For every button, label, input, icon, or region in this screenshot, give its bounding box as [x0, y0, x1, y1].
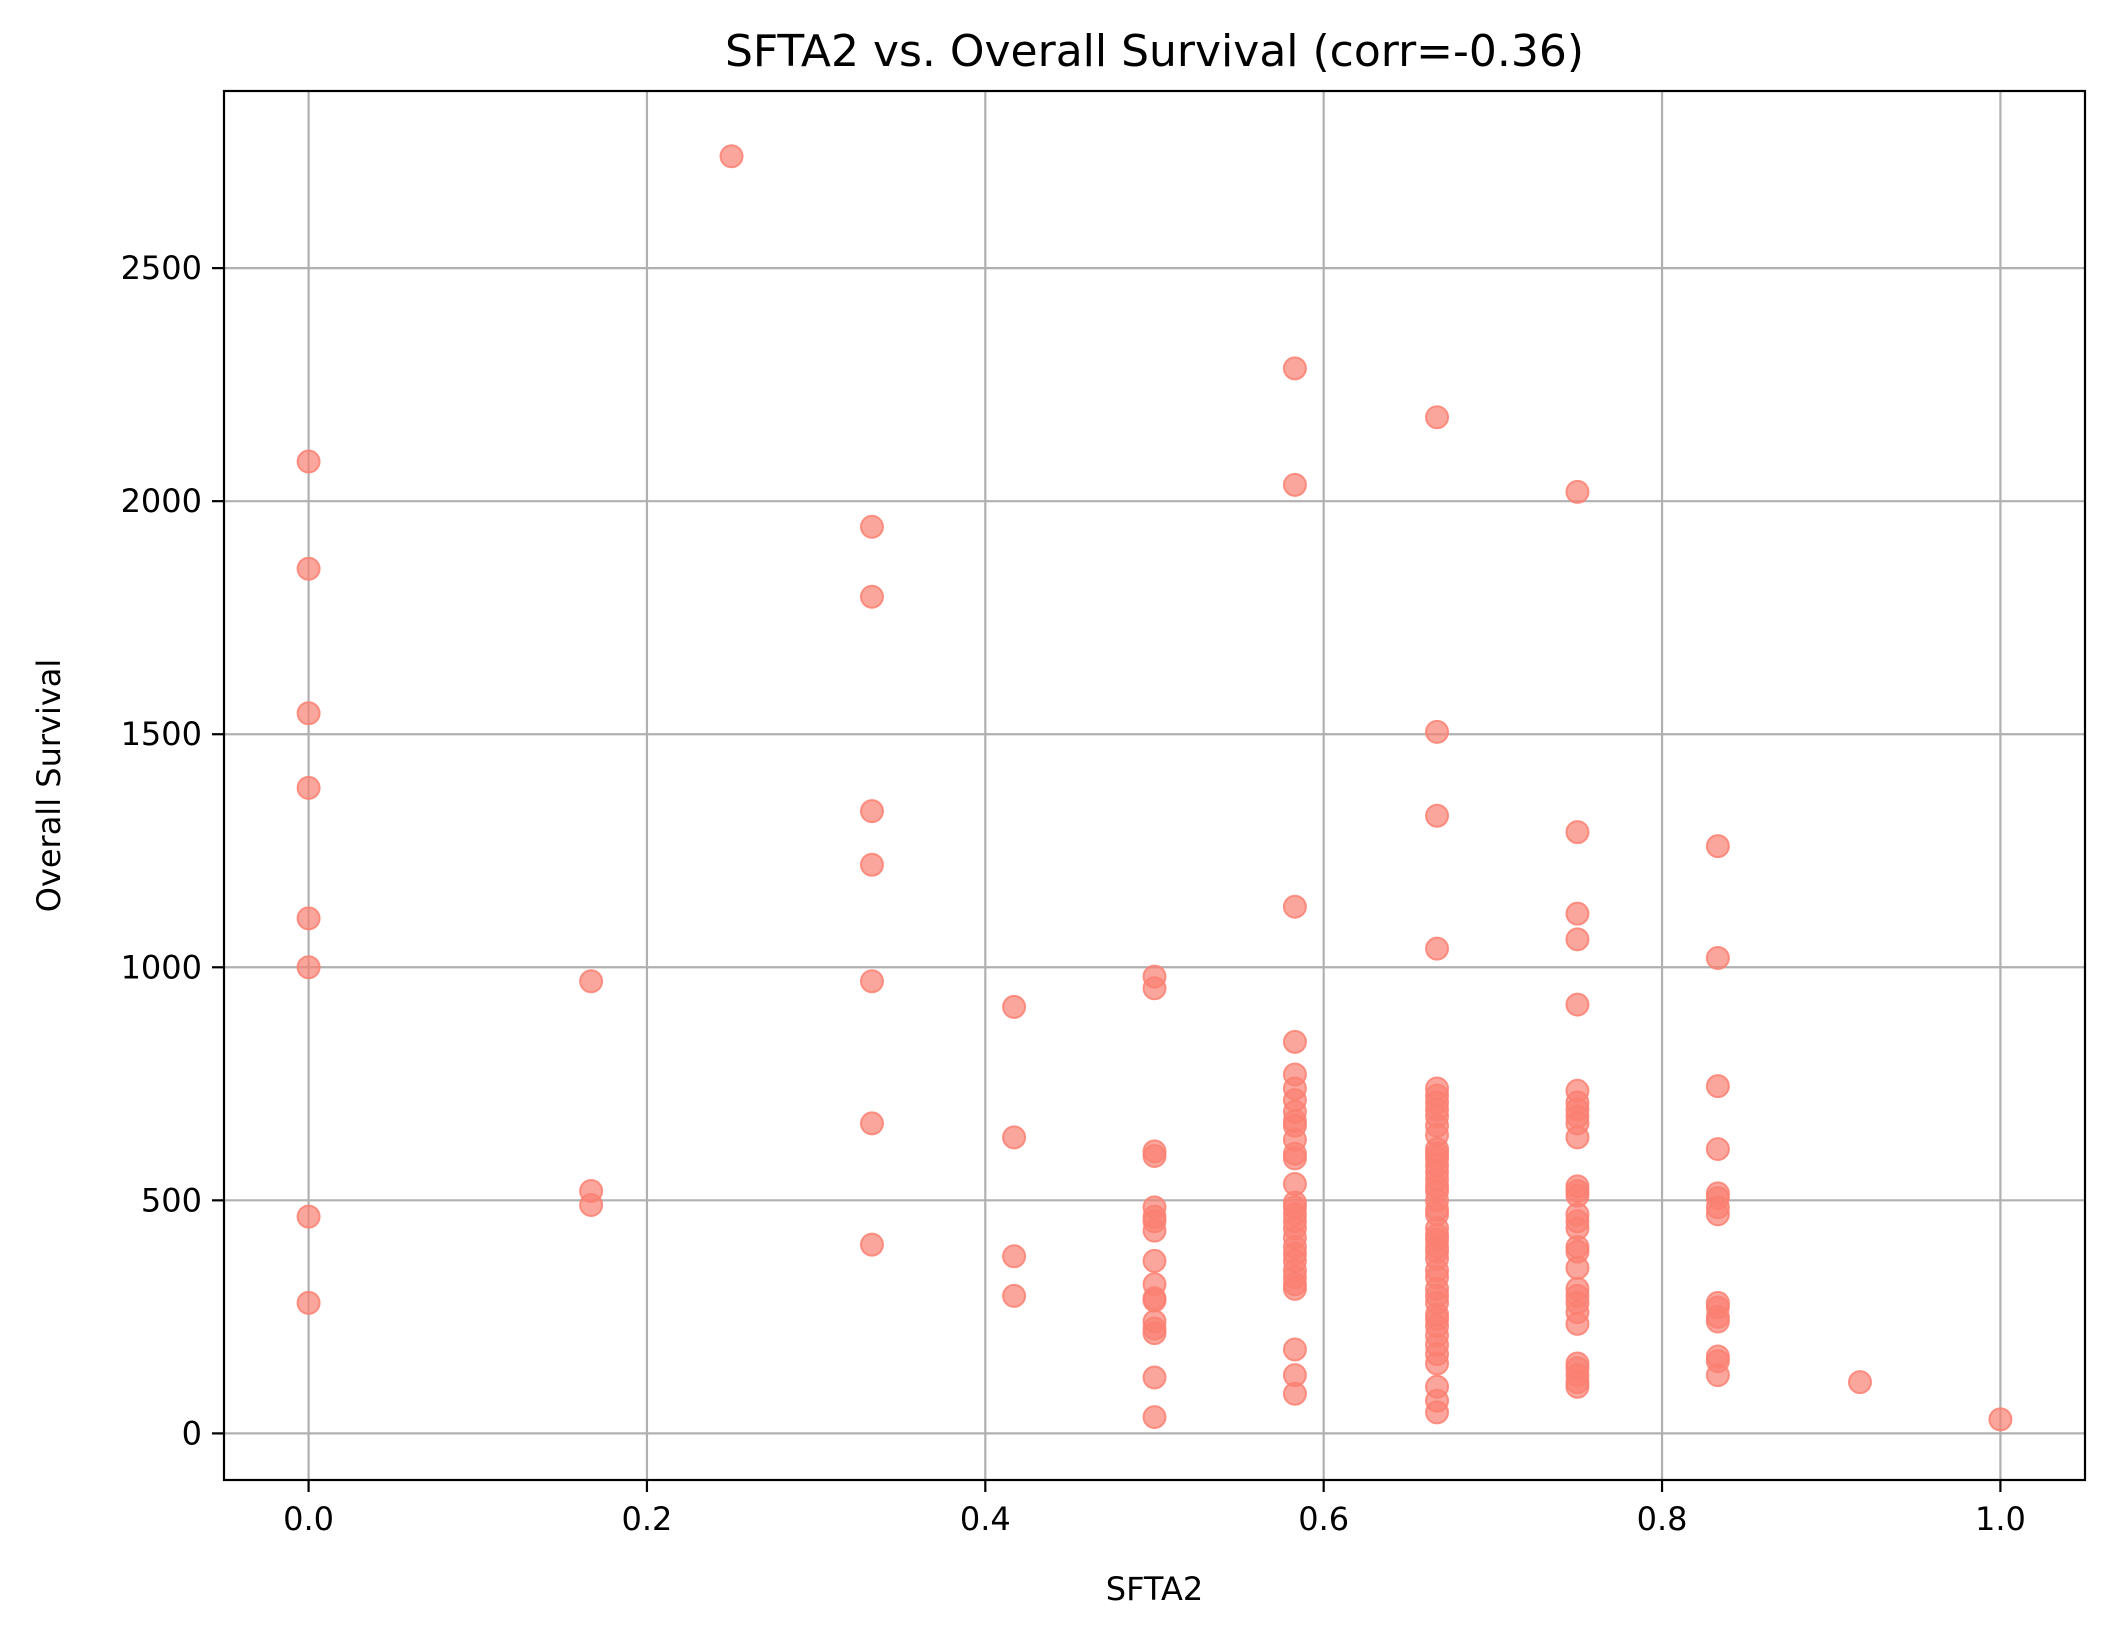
- chart-title: SFTA2 vs. Overall Survival (corr=-0.36): [725, 26, 1584, 77]
- scatter-point: [1565, 901, 1590, 926]
- scatter-point: [1425, 1400, 1450, 1425]
- plot-frame: [222, 89, 2087, 1482]
- scatter-point: [1565, 1255, 1590, 1280]
- scatter-point: [1565, 1125, 1590, 1150]
- scatter-point: [1282, 1146, 1307, 1171]
- x-tick-label: 0.4: [960, 1500, 1011, 1538]
- y-tick-label: 0: [182, 1414, 202, 1452]
- scatter-point: [859, 1232, 884, 1257]
- scatter-point: [1282, 1381, 1307, 1406]
- scatter-point: [1705, 1309, 1730, 1334]
- scatter-point: [859, 799, 884, 824]
- scatter-point: [1565, 1374, 1590, 1399]
- scatter-point: [1705, 1137, 1730, 1162]
- scatter-point: [1705, 945, 1730, 970]
- x-tick-label: 0.6: [1298, 1500, 1349, 1538]
- scatter-point: [1142, 1321, 1167, 1346]
- y-tick-label: 1000: [121, 948, 202, 986]
- scatter-point: [1282, 1276, 1307, 1301]
- scatter-point: [1002, 1283, 1027, 1308]
- scatter-point: [296, 906, 321, 931]
- scatter-point: [296, 449, 321, 474]
- scatter-point: [1705, 1363, 1730, 1388]
- scatter-point: [859, 514, 884, 539]
- scatter-point: [579, 969, 604, 994]
- y-tick-label: 2500: [121, 249, 202, 287]
- scatter-point: [1142, 1365, 1167, 1390]
- scatter-point: [296, 955, 321, 980]
- scatter-point: [296, 1204, 321, 1229]
- scatter-point: [1002, 994, 1027, 1019]
- scatter-point: [1425, 1351, 1450, 1376]
- scatter-point: [296, 775, 321, 800]
- scatter-point: [1705, 1202, 1730, 1227]
- scatter-point: [1425, 405, 1450, 430]
- scatter-point: [1282, 1029, 1307, 1054]
- scatter-point: [859, 1111, 884, 1136]
- scatter-point: [296, 556, 321, 581]
- scatter-point: [1705, 834, 1730, 859]
- scatter-point: [1705, 1074, 1730, 1099]
- y-tick-label: 2000: [121, 482, 202, 520]
- scatter-point: [859, 852, 884, 877]
- scatter-point: [579, 1192, 604, 1217]
- scatter-point: [1425, 936, 1450, 961]
- scatter-point: [859, 969, 884, 994]
- scatter-point: [1565, 927, 1590, 952]
- y-axis-label: Overall Survival: [30, 659, 68, 913]
- scatter-point: [296, 701, 321, 726]
- scatter-point: [1282, 894, 1307, 919]
- scatter-point: [719, 144, 744, 169]
- points-layer: [296, 144, 2013, 1432]
- x-tick-label: 1.0: [1975, 1500, 2026, 1538]
- scatter-point: [1282, 472, 1307, 497]
- scatter-point: [1565, 992, 1590, 1017]
- scatter-point: [1142, 1144, 1167, 1169]
- scatter-point: [1565, 479, 1590, 504]
- scatter-point: [296, 1290, 321, 1315]
- scatter-point: [1002, 1244, 1027, 1269]
- scatter-point: [1847, 1370, 1872, 1395]
- scatter-point: [1142, 1218, 1167, 1243]
- scatter-point: [1142, 1248, 1167, 1273]
- x-tick-label: 0.8: [1637, 1500, 1688, 1538]
- scatter-point: [1002, 1125, 1027, 1150]
- scatter-point: [1142, 1405, 1167, 1430]
- scatter-point: [1565, 1311, 1590, 1336]
- x-axis-label: SFTA2: [1106, 1570, 1203, 1608]
- scatter-point: [1282, 1337, 1307, 1362]
- scatter-point: [1565, 820, 1590, 845]
- scatter-point: [1988, 1407, 2013, 1432]
- scatter-point: [1425, 803, 1450, 828]
- scatter-point: [859, 584, 884, 609]
- y-tick-label: 1500: [121, 715, 202, 753]
- scatter-point: [1425, 719, 1450, 744]
- x-tick-label: 0.2: [622, 1500, 673, 1538]
- ticks-layer: 0.0 0.2 0.4 0.6 0.8 1.0 0 500 1000 1500 2000 2500: [121, 249, 2026, 1538]
- y-tick-label: 500: [141, 1181, 202, 1219]
- x-tick-label: 0.0: [283, 1500, 334, 1538]
- scatter-point: [1142, 976, 1167, 1001]
- scatter-point: [1282, 356, 1307, 381]
- scatter-point: [1142, 1288, 1167, 1313]
